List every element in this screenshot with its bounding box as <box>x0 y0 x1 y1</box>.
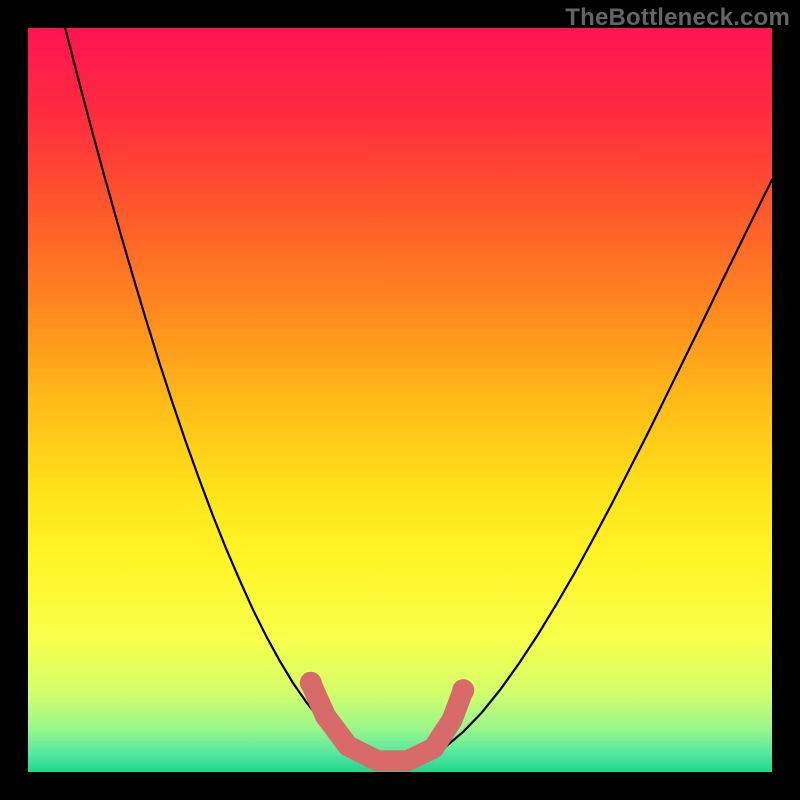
highlight-end-dot-left <box>300 672 322 694</box>
highlight-end-dot-right <box>452 679 474 701</box>
gradient-background <box>28 28 772 772</box>
chart-svg <box>28 28 772 772</box>
outer-frame: TheBottleneck.com <box>0 0 800 800</box>
plot-area <box>28 28 772 772</box>
